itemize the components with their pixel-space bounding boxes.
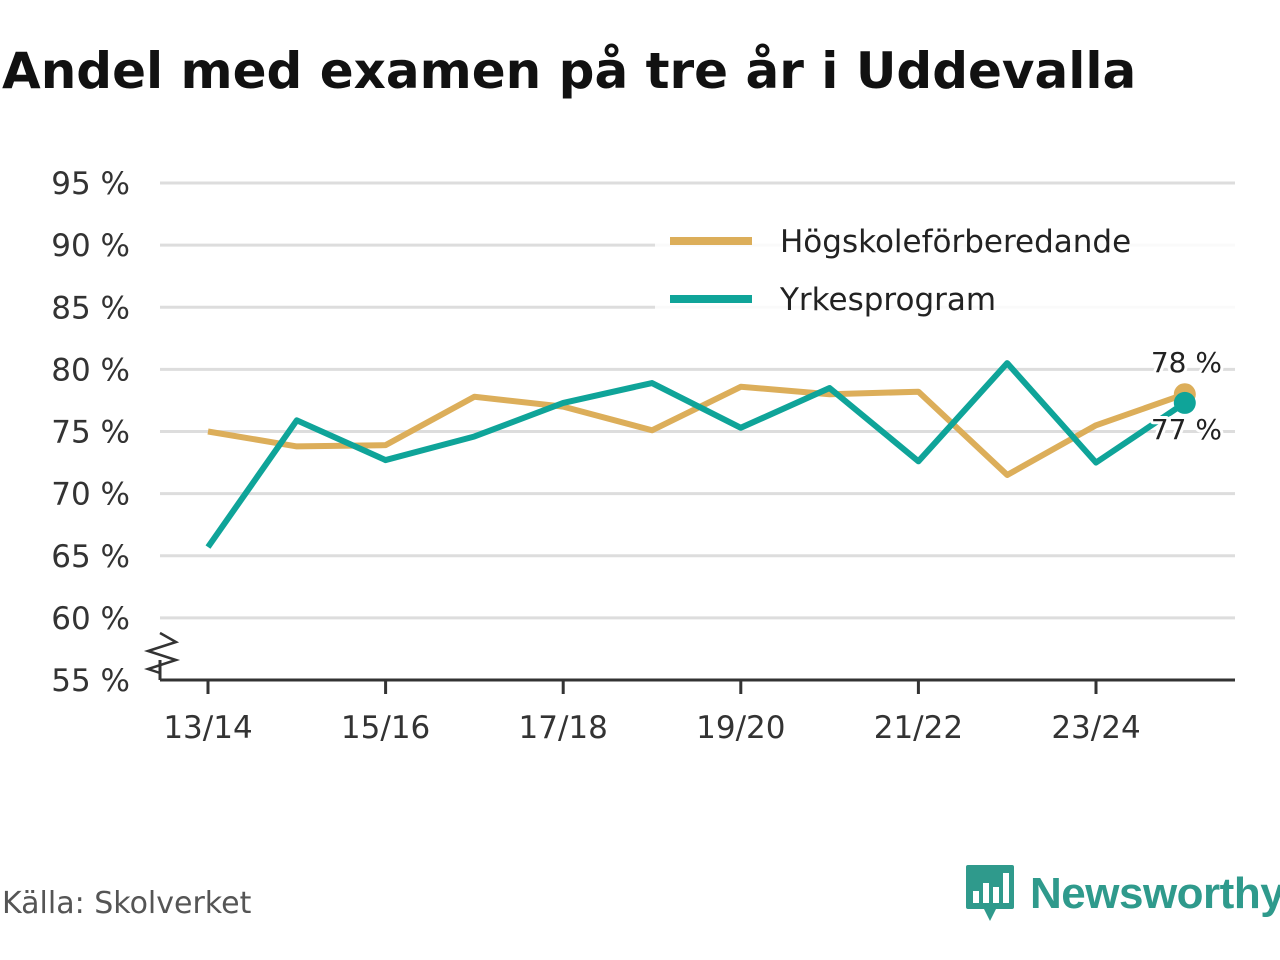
y-tick-label: 95 % xyxy=(51,166,130,202)
y-tick-label: 70 % xyxy=(51,477,130,513)
end-label-0: 78 % xyxy=(1151,346,1222,379)
y-tick-label: 60 % xyxy=(51,601,130,637)
legend-label-0: Högskoleförberedande xyxy=(780,224,1131,260)
x-tick-label: 23/24 xyxy=(1051,710,1140,746)
source-note: Källa: Skolverket xyxy=(2,886,252,921)
x-tick-label: 13/14 xyxy=(163,710,252,746)
newsworthy-icon xyxy=(966,865,1014,921)
end-label-1: 77 % xyxy=(1151,413,1222,446)
x-axis-ticks: 13/14 15/16 17/18 19/20 21/22 23/24 xyxy=(163,680,1141,746)
y-tick-label: 55 % xyxy=(51,663,130,699)
brand-name: Newsworthy xyxy=(1030,869,1280,918)
series-line-1 xyxy=(205,360,1187,549)
axes xyxy=(143,631,1235,682)
y-axis-ticks: 55 % 60 % 65 % 70 % 75 % 80 % 85 % 90 % 95 % xyxy=(51,166,130,699)
series-lines xyxy=(205,360,1196,549)
legend-background xyxy=(655,215,1235,325)
y-tick-label: 75 % xyxy=(51,415,130,451)
x-tick-label: 21/22 xyxy=(874,710,963,746)
y-tick-label: 85 % xyxy=(51,290,130,326)
brand-logo: Newsworthy xyxy=(964,862,1280,926)
series-end-point-1 xyxy=(1173,391,1196,414)
y-tick-label: 65 % xyxy=(51,539,130,575)
end-labels: 78 % 77 % xyxy=(1148,343,1225,449)
y-tick-label: 80 % xyxy=(51,352,130,388)
x-tick-label: 19/20 xyxy=(696,710,785,746)
axis-break-icon xyxy=(143,631,181,675)
x-tick-label: 15/16 xyxy=(341,710,430,746)
x-tick-label: 17/18 xyxy=(519,710,608,746)
legend: Högskoleförberedande Yrkesprogram xyxy=(655,215,1235,325)
y-tick-label: 90 % xyxy=(51,228,130,264)
legend-label-1: Yrkesprogram xyxy=(779,282,996,318)
chart-title: Andel med examen på tre år i Uddevalla xyxy=(2,42,1137,100)
